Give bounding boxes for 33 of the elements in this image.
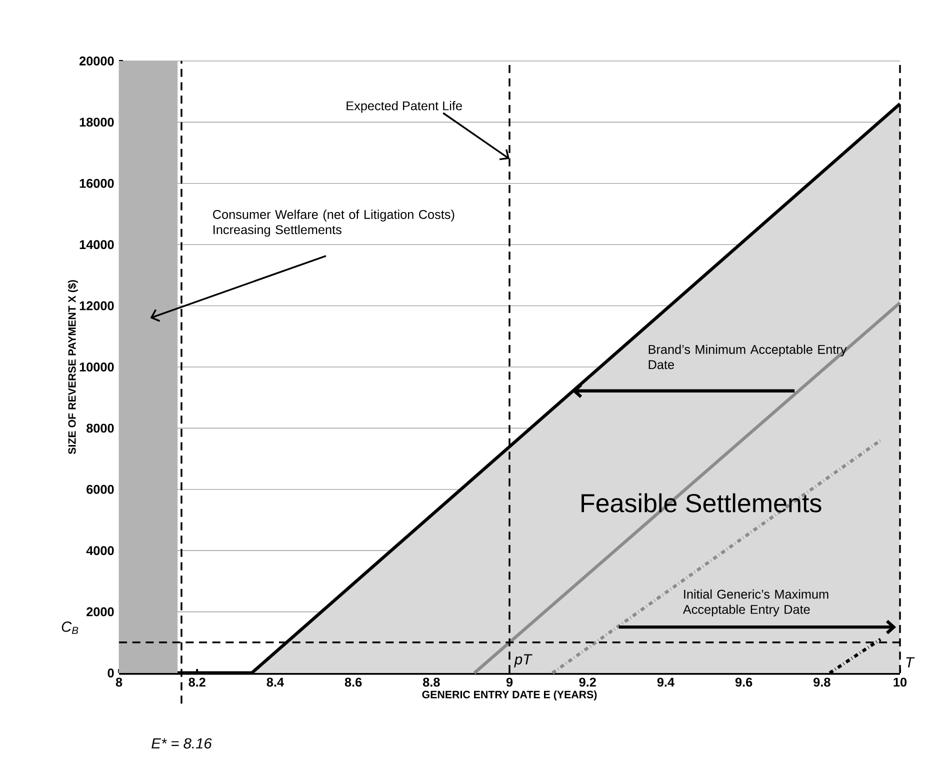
x-tick-label: 8.4	[266, 678, 284, 687]
ref-line-label: T	[906, 657, 915, 668]
x-tick-label: 8	[116, 678, 122, 687]
x-tick-label: 9.4	[657, 678, 674, 687]
x-axis-title: GENERIC ENTRY DATE E (YEARS)	[422, 690, 597, 700]
x-tick-label: 9	[506, 678, 513, 687]
annotation: Initial Generic’s Maximum Acceptable Entry Date	[682, 589, 828, 616]
y-tick-label: 12000	[80, 301, 114, 310]
y-tick-label: 16000	[80, 178, 114, 188]
y-tick-label: 8000	[86, 424, 114, 433]
y-tick-label: 0	[108, 668, 114, 678]
annotation: Expected Patent Life	[346, 100, 462, 113]
annotation: Consumer Welfare (net of Litigation Costs) Increasing Settlements	[213, 210, 454, 237]
x-tick-label: 8.2	[188, 678, 206, 687]
y-tick-label: 4000	[86, 546, 114, 556]
y-axis-title: SIZE OF REVERSE PAYMENT X ($)	[68, 280, 78, 454]
annotation: Brand’s Minimum Acceptable Entry Date	[648, 344, 847, 370]
y-tick-label: 2000	[86, 607, 114, 616]
x-tick-label: 9.2	[579, 678, 596, 687]
y-tick-label: 14000	[80, 240, 114, 250]
y-tick-label: 6000	[86, 484, 114, 494]
annotation: Feasible Settlements	[582, 493, 822, 512]
y-tick-label: 18000	[80, 118, 114, 127]
ref-line-label: C$_{B}$	[62, 622, 78, 634]
x-tick-label: 9.6	[735, 678, 752, 687]
ref-line-label: pT	[514, 654, 532, 668]
x-tick-label: 8.6	[344, 678, 362, 687]
y-tick-label: 10000	[80, 362, 114, 372]
x-tick-label: 9.8	[814, 678, 830, 687]
x-tick-label: 10	[894, 678, 907, 687]
y-tick-label: 20000	[80, 56, 114, 66]
ref-line-label: E* = 8.16	[152, 738, 212, 749]
x-tick-label: 8.8	[423, 678, 440, 687]
